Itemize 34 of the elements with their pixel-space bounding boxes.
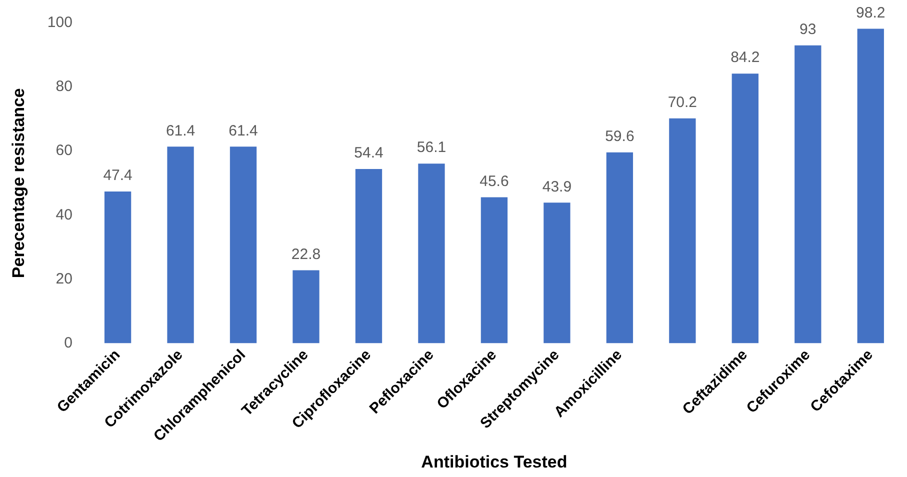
- y-tick-label: 20: [56, 270, 72, 288]
- data-label: 22.8: [291, 246, 321, 263]
- data-label: 54.4: [354, 144, 384, 162]
- data-label: 61.4: [166, 122, 196, 140]
- y-axis-title: Perecentage resistance: [8, 88, 28, 278]
- data-label: 47.4: [103, 167, 132, 184]
- bar: [292, 270, 320, 344]
- bar: [606, 152, 634, 344]
- y-tick-label: 0: [64, 334, 72, 352]
- y-tick-label: 100: [47, 14, 72, 32]
- y-tick-label: 40: [56, 206, 72, 224]
- bar: [480, 197, 508, 344]
- data-label: 84.2: [730, 49, 760, 66]
- data-label: 43.9: [542, 178, 572, 196]
- data-label: 70.2: [668, 94, 698, 112]
- data-label: 59.6: [605, 128, 634, 146]
- bar: [104, 191, 132, 344]
- bar: [794, 45, 822, 344]
- data-label: 93: [800, 21, 816, 38]
- x-axis-title: Antibiotics Tested: [421, 452, 568, 472]
- bar: [418, 164, 445, 344]
- bar: [230, 146, 257, 344]
- y-tick-label: 60: [56, 142, 72, 160]
- data-label: 98.2: [856, 4, 886, 22]
- data-label: 56.1: [416, 139, 446, 156]
- bar: [355, 169, 382, 344]
- data-label: 45.6: [480, 172, 509, 190]
- bar: [857, 28, 884, 344]
- bar: [167, 146, 194, 344]
- y-tick-label: 80: [56, 78, 72, 96]
- bar: [544, 202, 570, 344]
- bar: [732, 74, 758, 344]
- data-label: 61.4: [228, 122, 258, 140]
- bar: [669, 118, 696, 344]
